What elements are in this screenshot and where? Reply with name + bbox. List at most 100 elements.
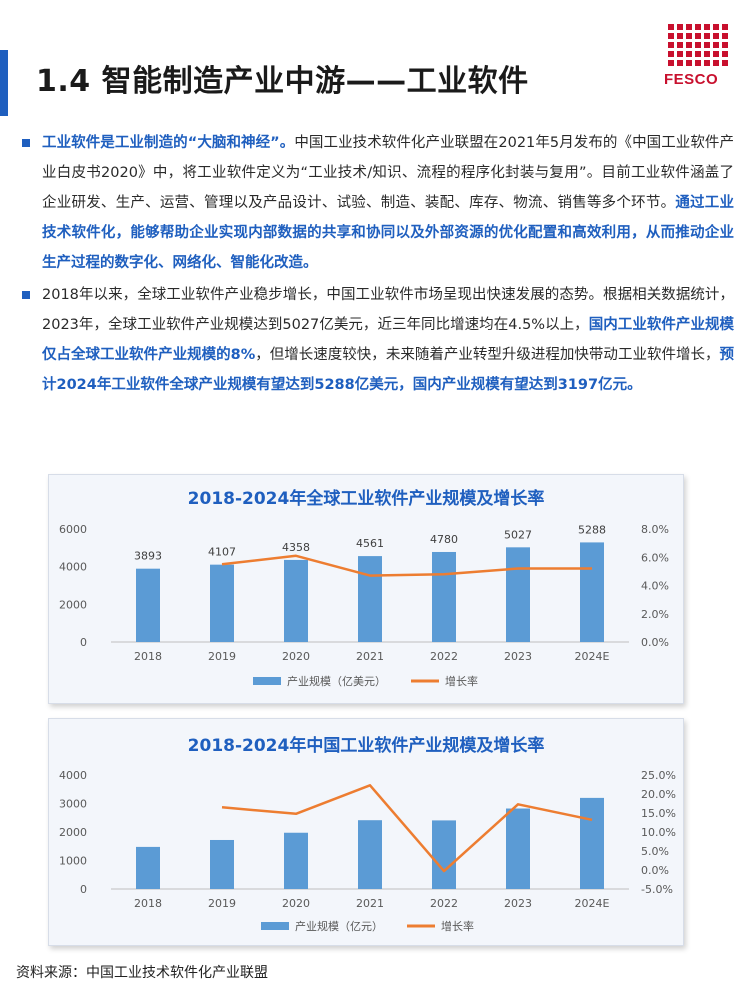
bullet-item-1: 工业软件是工业制造的“大脑和神经”。中国工业技术软件化产业联盟在2021年5月发… xyxy=(14,128,734,278)
global-chart-card: 2018-2024年全球工业软件产业规模及增长率 0 2000 4000 6000 0.0… xyxy=(48,474,684,704)
x-tick-label: 2019 xyxy=(208,897,236,910)
legend-bar-swatch xyxy=(261,922,289,930)
y-right-tick-label: 0.0% xyxy=(641,636,669,649)
logo-dot xyxy=(722,60,728,66)
bar-2018 xyxy=(136,846,160,889)
x-tick-label: 2023 xyxy=(504,897,532,910)
bar-data-label: 4561 xyxy=(356,537,384,550)
x-tick-label: 2018 xyxy=(134,897,162,910)
x-tick-label: 2023 xyxy=(504,650,532,663)
y-right-tick-label: 5.0% xyxy=(641,845,669,858)
logo-dot-grid-icon xyxy=(668,24,734,66)
bar-2024E xyxy=(580,542,604,642)
bullet-2-seg-3: ，但增长速度较快，未来随着产业转型升级进程加快带动工业软件增长， xyxy=(255,347,720,363)
logo-text: FESCO xyxy=(664,71,719,88)
square-bullet-icon xyxy=(22,291,30,299)
logo-dot xyxy=(677,24,683,30)
legend-line-label: 增长率 xyxy=(445,674,478,688)
x-tick-label: 2020 xyxy=(282,650,310,663)
y-right-tick-label: 25.0% xyxy=(641,769,676,782)
logo-dot xyxy=(704,60,710,66)
bar-2023 xyxy=(506,808,530,889)
logo-dot xyxy=(713,33,719,39)
logo-dot xyxy=(695,51,701,57)
square-bullet-icon xyxy=(22,139,30,147)
bullet-2-seg-1: 2018年以来，全球工业软件产业稳步增长，中国工业软件市场呈现出快速发展的态势。… xyxy=(42,287,734,333)
fesco-logo: FESCO xyxy=(664,24,734,88)
y-left-tick-label: 4000 xyxy=(59,561,87,574)
y-right-tick-label: 8.0% xyxy=(641,523,669,536)
logo-dot xyxy=(713,60,719,66)
bullet-list: 工业软件是工业制造的“大脑和神经”。中国工业技术软件化产业联盟在2021年5月发… xyxy=(14,128,734,402)
bar-2022 xyxy=(432,820,456,889)
bar-data-label: 4107 xyxy=(208,546,236,559)
logo-dot xyxy=(704,24,710,30)
logo-dot xyxy=(713,51,719,57)
logo-dot xyxy=(677,60,683,66)
y-right-tick-label: 0.0% xyxy=(641,864,669,877)
logo-dot xyxy=(668,51,674,57)
bar-2022 xyxy=(432,551,456,642)
logo-dot xyxy=(686,24,692,30)
bar-2023 xyxy=(506,547,530,642)
bar-2024E xyxy=(580,797,604,889)
x-tick-label: 2022 xyxy=(430,897,458,910)
legend-bar-label: 产业规模（亿元） xyxy=(295,919,383,933)
logo-dot xyxy=(668,60,674,66)
y-right-tick-label: 15.0% xyxy=(641,807,676,820)
growth-rate-line xyxy=(221,554,592,577)
x-tick-label: 2019 xyxy=(208,650,236,663)
logo-dot xyxy=(713,42,719,48)
logo-dot xyxy=(677,51,683,57)
legend-bar-label: 产业规模（亿美元） xyxy=(287,674,386,688)
y-left-tick-label: 2000 xyxy=(59,826,87,839)
y-left-tick-label: 1000 xyxy=(59,855,87,868)
x-tick-label: 2024E xyxy=(575,650,610,663)
logo-dot xyxy=(704,42,710,48)
chart-title: 2018-2024年中国工业软件产业规模及增长率 xyxy=(188,735,545,756)
logo-dot xyxy=(704,33,710,39)
logo-dot xyxy=(722,51,728,57)
bar-2019 xyxy=(210,839,234,889)
logo-dot xyxy=(695,24,701,30)
y-left-tick-label: 4000 xyxy=(59,769,87,782)
y-right-tick-label: 10.0% xyxy=(641,826,676,839)
bar-2021 xyxy=(358,556,382,642)
logo-dot xyxy=(686,60,692,66)
global-industrial-software-chart: 2018-2024年全球工业软件产业规模及增长率 0 2000 4000 6000 0.0… xyxy=(59,488,669,688)
chart-title: 2018-2024年全球工业软件产业规模及增长率 xyxy=(188,488,545,509)
bullet-2-seg-4: 预计2024年工业软件全球产业规模有望达到5288亿美元，国内产业规模有望达到3… xyxy=(42,347,735,393)
x-tick-label: 2024E xyxy=(575,897,610,910)
title-accent-bar xyxy=(0,50,8,116)
bar-data-label: 4780 xyxy=(430,533,458,546)
y-left-tick-label: 3000 xyxy=(59,798,87,811)
bar-2019 xyxy=(210,564,234,642)
logo-dot xyxy=(668,24,674,30)
china-industrial-software-chart: 2018-2024年中国工业软件产业规模及增长率 0 1000 2000 3000 400… xyxy=(59,735,676,933)
y-left-tick-label: 0 xyxy=(80,883,87,896)
china-chart-card: 2018-2024年中国工业软件产业规模及增长率 0 1000 2000 3000 400… xyxy=(48,718,684,946)
y-left-tick-label: 0 xyxy=(80,636,87,649)
x-tick-label: 2021 xyxy=(356,897,384,910)
bar-2018 xyxy=(136,568,160,642)
bullet-1-seg-2: 中国工业技术软件化产业联盟在2021年5月发布的《中国工业软件产业白皮书2020… xyxy=(42,135,734,211)
logo-dot xyxy=(704,51,710,57)
y-right-tick-label: 4.0% xyxy=(641,580,669,593)
bar-2021 xyxy=(358,820,382,889)
bar-data-label: 5027 xyxy=(504,528,532,541)
logo-dot xyxy=(713,24,719,30)
y-right-tick-label: 2.0% xyxy=(641,608,669,621)
logo-dot xyxy=(668,42,674,48)
bar-data-label: 5288 xyxy=(578,523,606,536)
logo-dot xyxy=(677,42,683,48)
bullet-1-seg-1: 工业软件是工业制造的“大脑和神经”。 xyxy=(42,135,295,151)
y-right-tick-label: 6.0% xyxy=(641,551,669,564)
logo-dot xyxy=(722,33,728,39)
bar-2020 xyxy=(284,559,308,642)
bullet-2-seg-2: 国内工业软件产业规模仅占全球工业软件产业规模的8% xyxy=(42,317,735,363)
x-tick-label: 2018 xyxy=(134,650,162,663)
bar-data-label: 4358 xyxy=(282,541,310,554)
logo-dot xyxy=(722,24,728,30)
logo-dot xyxy=(668,33,674,39)
y-right-tick-label: 20.0% xyxy=(641,788,676,801)
